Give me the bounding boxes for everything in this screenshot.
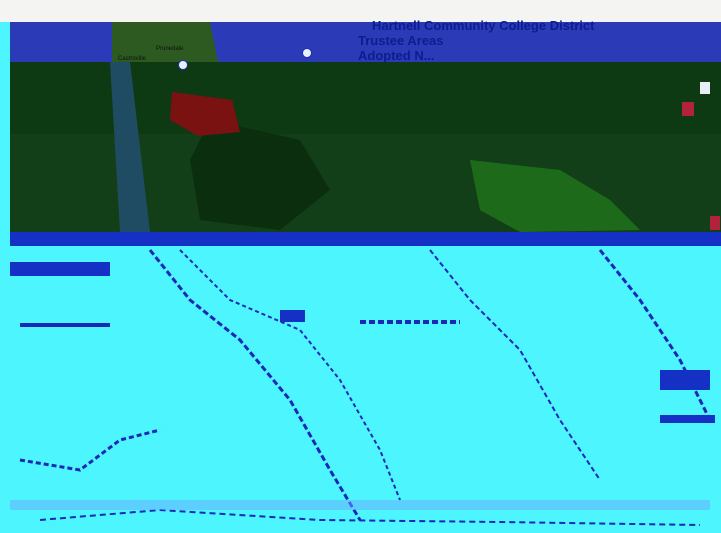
- map-title: Hartnell Community College District: [372, 18, 595, 33]
- road-3: [429, 249, 601, 481]
- map-adopted-note: Adopted N...: [358, 48, 435, 63]
- legend-swatch-3: [710, 216, 720, 230]
- patch-1: [10, 262, 110, 276]
- road-2: [179, 249, 401, 501]
- road-1: [148, 249, 362, 521]
- legend-swatch-2: [700, 82, 710, 94]
- map-title-block: Hartnell Community College District Trus…: [358, 18, 698, 63]
- place-label-prunedale: Prunedale: [156, 46, 184, 52]
- land-northwest: [112, 22, 218, 62]
- location-marker-icon[interactable]: [302, 48, 312, 58]
- highlight-trustee-area: [170, 92, 240, 136]
- location-marker-icon[interactable]: [178, 60, 188, 70]
- legend-swatch-1: [682, 102, 694, 116]
- road-5: [19, 428, 161, 472]
- patch-3: [660, 370, 710, 390]
- road-6: [39, 508, 701, 526]
- green-area-east: [470, 160, 640, 232]
- basemap-top-strip: [0, 0, 721, 22]
- patch-4: [660, 415, 715, 423]
- patch-5: [10, 500, 710, 510]
- trustee-area-region: [190, 120, 330, 230]
- transition-band: [10, 232, 721, 246]
- road-4: [598, 249, 712, 421]
- patch-2: [280, 310, 305, 322]
- place-label-castroville: Castroville: [118, 56, 147, 62]
- map-subtitle: Trustee Areas: [358, 33, 444, 48]
- coast-strip: [110, 62, 150, 232]
